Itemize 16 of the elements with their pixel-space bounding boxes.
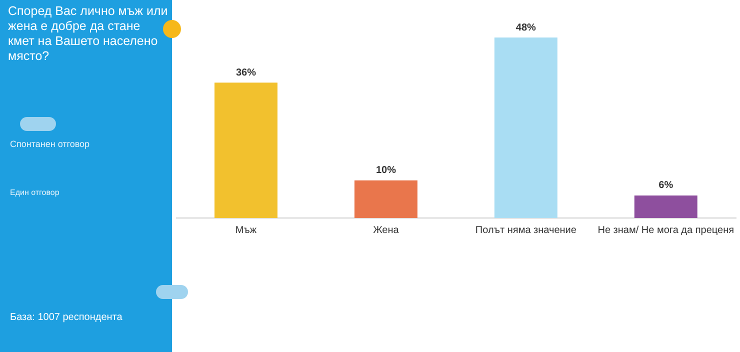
bar (354, 180, 418, 218)
text: Спонтанен отговор (10, 139, 90, 149)
data-label: 10% (376, 165, 396, 176)
data-label: 36% (236, 67, 256, 78)
data-label: 48% (516, 22, 536, 34)
x-tick-label: Полът няма значение (475, 224, 577, 236)
text: База: 1007 респондента (10, 312, 122, 323)
bar (214, 82, 278, 218)
bar (494, 38, 558, 218)
data-label: 6% (658, 180, 674, 192)
x-tick-label: Не знам/ Не мога да преценя (598, 224, 734, 236)
x-tick-label: Мъж (235, 224, 257, 236)
x-tick-label: Жена (373, 224, 400, 236)
text: Един отговор (10, 188, 60, 197)
bar (634, 195, 698, 218)
chart-title: Според Вас лично мъж или жена е добре да стане кмет на Вашето населено място? (8, 4, 168, 64)
